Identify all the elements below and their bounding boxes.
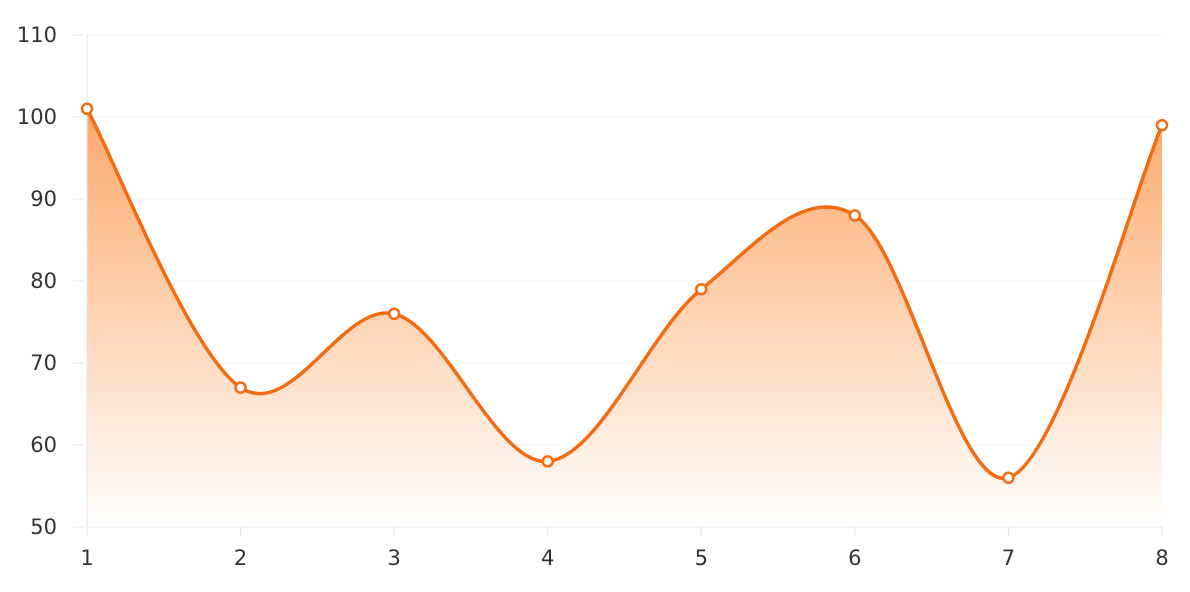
data-points [80, 102, 1169, 485]
data-point[interactable] [387, 307, 401, 321]
axes [86, 35, 1162, 528]
y-tick-label: 50 [30, 515, 57, 539]
y-tick-label: 100 [17, 105, 57, 129]
y-tick-label: 80 [30, 269, 57, 293]
data-point[interactable] [234, 381, 247, 394]
data-point[interactable] [541, 455, 554, 468]
data-point[interactable] [1155, 118, 1169, 132]
data-point[interactable] [1002, 471, 1015, 485]
area-layer [87, 108, 1162, 528]
data-point[interactable] [848, 209, 862, 222]
x-tick-label: 8 [1155, 546, 1168, 570]
data-point[interactable] [695, 282, 708, 296]
y-axis-ticks: 50 60 70 80 90 100 110 [17, 23, 83, 539]
y-tick-label: 70 [30, 351, 57, 375]
grid-lines [87, 34, 1162, 446]
y-tick-label: 90 [30, 187, 57, 211]
x-tick-label: 6 [848, 546, 861, 570]
x-tick-label: 3 [387, 546, 400, 570]
x-tick-label: 7 [1002, 546, 1015, 570]
area-fill [87, 108, 1162, 528]
x-tick-label: 5 [695, 546, 708, 570]
x-tick-label: 4 [541, 546, 554, 570]
x-tick-label: 1 [80, 546, 93, 570]
data-point[interactable] [80, 102, 94, 116]
x-axis-ticks: 1 2 3 4 5 6 7 8 [80, 527, 1169, 570]
x-tick-label: 2 [234, 546, 247, 570]
y-tick-label: 60 [30, 433, 57, 457]
y-tick-label: 110 [17, 23, 57, 47]
